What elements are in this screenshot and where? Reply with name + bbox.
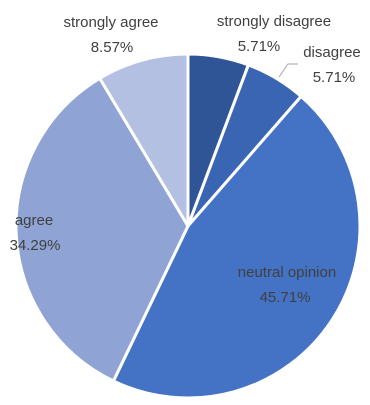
slice-value-agree: 34.29% bbox=[10, 237, 61, 254]
pie-slice-neutral-opinion bbox=[111, 94, 362, 400]
slice-value-neutral-opinion: 45.71% bbox=[260, 289, 311, 306]
slice-label-agree: agree bbox=[15, 212, 53, 229]
pie-slice-strongly-agree bbox=[98, 52, 190, 228]
slice-value-strongly-agree: 8.57% bbox=[91, 39, 134, 56]
leader-line-disagree bbox=[278, 63, 298, 78]
pie-slices bbox=[14, 52, 362, 400]
slice-value-strongly-disagree: 5.71% bbox=[238, 38, 281, 55]
slice-label-strongly-disagree: strongly disagree bbox=[217, 13, 331, 30]
pie-labels: strongly disagree 5.71% disagree 5.71% n… bbox=[10, 13, 361, 306]
slice-label-strongly-agree: strongly agree bbox=[63, 14, 158, 31]
slice-value-disagree: 5.71% bbox=[313, 69, 356, 86]
pie-slice-agree bbox=[14, 76, 190, 383]
slice-label-disagree: disagree bbox=[303, 44, 361, 61]
slice-label-neutral-opinion: neutral opinion bbox=[238, 264, 336, 281]
